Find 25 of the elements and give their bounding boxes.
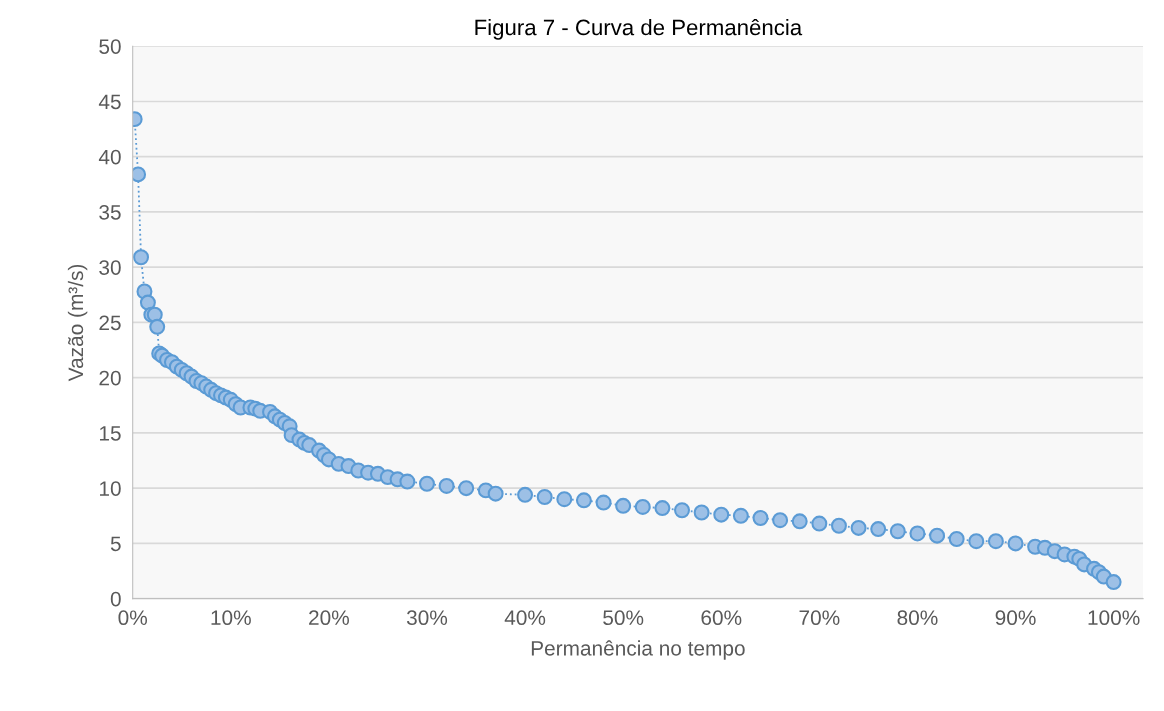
x-tick-label: 100% [1088, 610, 1140, 626]
y-tick-label: 20 [99, 370, 121, 386]
x-tick-label: 30% [406, 610, 448, 626]
x-tick-label: 40% [504, 610, 546, 626]
y-tick-label: 25 [99, 315, 121, 331]
x-tick-label: 10% [211, 610, 251, 626]
y-axis-title: Vazão (m³/s) [67, 264, 88, 382]
y-tick-label: 10 [100, 481, 121, 496]
y-tick-label: 45 [98, 94, 121, 110]
x-tick-label: 60% [701, 610, 742, 626]
y-tick-label: 50 [99, 39, 121, 54]
y-tick-label: 5 [110, 536, 121, 552]
chart-title: Figura 7 - Curva de Permanência [475, 18, 803, 40]
x-tick-label: 70% [799, 610, 840, 626]
x-tick-label: 20% [309, 610, 349, 626]
y-tick-label: 35 [99, 204, 121, 220]
x-tick-label: 80% [897, 610, 938, 626]
x-axis-title: Permanência no tempo [531, 640, 745, 660]
x-tick-label: 50% [603, 610, 644, 626]
x-tick-label: 90% [995, 610, 1036, 626]
y-tick-label: 30 [99, 260, 121, 275]
y-tick-label: 0 [110, 591, 121, 607]
y-tick-label: 15 [100, 426, 121, 441]
x-tick-label: 0% [118, 610, 148, 626]
y-tick-label: 40 [98, 149, 121, 165]
